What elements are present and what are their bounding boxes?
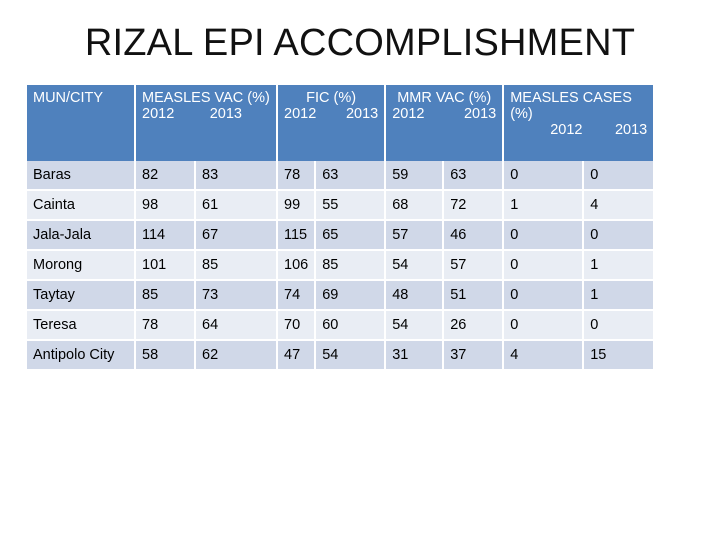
cell-mun-city: Taytay [27,281,134,311]
cell-measles-cases-2012: 4 [504,341,583,371]
header-year-2012: 2012 [142,106,175,122]
cell-measles-vac-2013: 62 [196,341,276,371]
cell-fic-2012: 106 [278,251,315,281]
cell-measles-vac-2012: 85 [136,281,194,311]
table-row: Baras 82 83 78 63 59 63 0 0 [27,161,654,191]
cell-mun-city: Cainta [27,191,134,221]
cell-measles-vac-2013: 73 [196,281,276,311]
cell-measles-cases-2013: 0 [584,161,654,191]
cell-measles-cases-2012: 0 [504,161,583,191]
cell-mmr-vac-2012: 68 [386,191,443,221]
cell-fic-2013: 55 [316,191,385,221]
cell-mmr-vac-2012: 48 [386,281,443,311]
cell-measles-cases-2012: 0 [504,251,583,281]
cell-fic-2013: 60 [316,311,385,341]
header-measles-cases: MEASLES CASES (%) 2012 2013 [504,85,654,161]
cell-mun-city: Morong [27,251,134,281]
cell-measles-vac-2013: 83 [196,161,276,191]
cell-mmr-vac-2012: 31 [386,341,443,371]
cell-measles-cases-2013: 1 [584,251,654,281]
cell-measles-vac-2012: 98 [136,191,194,221]
cell-measles-cases-2013: 0 [584,221,654,251]
cell-measles-vac-2012: 82 [136,161,194,191]
cell-mmr-vac-2013: 72 [444,191,503,221]
cell-mun-city: Antipolo City [27,341,134,371]
cell-mmr-vac-2013: 51 [444,281,503,311]
header-year-2013: 2013 [614,122,648,138]
table-row: Morong 101 85 106 85 54 57 0 1 [27,251,654,281]
cell-mmr-vac-2013: 26 [444,311,503,341]
cell-measles-cases-2013: 1 [584,281,654,311]
cell-fic-2012: 70 [278,311,315,341]
cell-measles-cases-2012: 1 [504,191,583,221]
cell-measles-vac-2013: 61 [196,191,276,221]
cell-measles-vac-2012: 78 [136,311,194,341]
cell-mmr-vac-2013: 37 [444,341,503,371]
header-year-2013: 2013 [463,106,497,122]
table-row: Taytay 85 73 74 69 48 51 0 1 [27,281,654,311]
table-row: Teresa 78 64 70 60 54 26 0 0 [27,311,654,341]
cell-fic-2013: 69 [316,281,385,311]
cell-fic-2013: 85 [316,251,385,281]
cell-mmr-vac-2012: 59 [386,161,443,191]
cell-measles-cases-2013: 15 [584,341,654,371]
cell-mmr-vac-2012: 54 [386,311,443,341]
header-year-2013: 2013 [345,106,379,122]
cell-measles-vac-2012: 114 [136,221,194,251]
table-row: Jala-Jala 114 67 115 65 57 46 0 0 [27,221,654,251]
cell-measles-cases-2012: 0 [504,221,583,251]
cell-measles-cases-2012: 0 [504,281,583,311]
header-fic: FIC (%) 2012 2013 [278,85,385,161]
cell-measles-vac-2013: 67 [196,221,276,251]
header-year-2012: 2012 [550,122,583,138]
cell-fic-2013: 65 [316,221,385,251]
page-title: RIZAL EPI ACCOMPLISHMENT [84,22,636,64]
accomplishment-table: MUN/CITY MEASLES VAC (%) 2012 2013 FIC (… [25,85,655,371]
cell-mmr-vac-2012: 54 [386,251,443,281]
header-measles-vac: MEASLES VAC (%) 2012 2013 [136,85,276,161]
cell-measles-cases-2013: 4 [584,191,654,221]
cell-mmr-vac-2013: 57 [444,251,503,281]
cell-fic-2013: 54 [316,341,385,371]
cell-fic-2012: 47 [278,341,315,371]
cell-fic-2012: 115 [278,221,315,251]
table-row: Cainta 98 61 99 55 68 72 1 4 [27,191,654,221]
cell-mun-city: Jala-Jala [27,221,134,251]
cell-mun-city: Baras [27,161,134,191]
cell-measles-cases-2012: 0 [504,311,583,341]
cell-mmr-vac-2012: 57 [386,221,443,251]
cell-measles-vac-2012: 58 [136,341,194,371]
cell-fic-2012: 78 [278,161,315,191]
cell-mmr-vac-2013: 46 [444,221,503,251]
cell-measles-vac-2013: 85 [196,251,276,281]
header-year-2012: 2012 [392,106,425,122]
header-mmr-vac: MMR VAC (%) 2012 2013 [386,85,503,161]
table-header-row: MUN/CITY MEASLES VAC (%) 2012 2013 FIC (… [27,85,654,161]
cell-measles-vac-2012: 101 [136,251,194,281]
cell-measles-vac-2013: 64 [196,311,276,341]
header-year-2012: 2012 [284,106,317,122]
cell-mun-city: Teresa [27,311,134,341]
cell-mmr-vac-2013: 63 [444,161,503,191]
cell-fic-2013: 63 [316,161,385,191]
cell-fic-2012: 74 [278,281,315,311]
cell-fic-2012: 99 [278,191,315,221]
cell-measles-cases-2013: 0 [584,311,654,341]
header-year-2013: 2013 [209,106,242,122]
table-row: Antipolo City 58 62 47 54 31 37 4 15 [27,341,654,371]
header-mun-city: MUN/CITY [27,85,134,161]
